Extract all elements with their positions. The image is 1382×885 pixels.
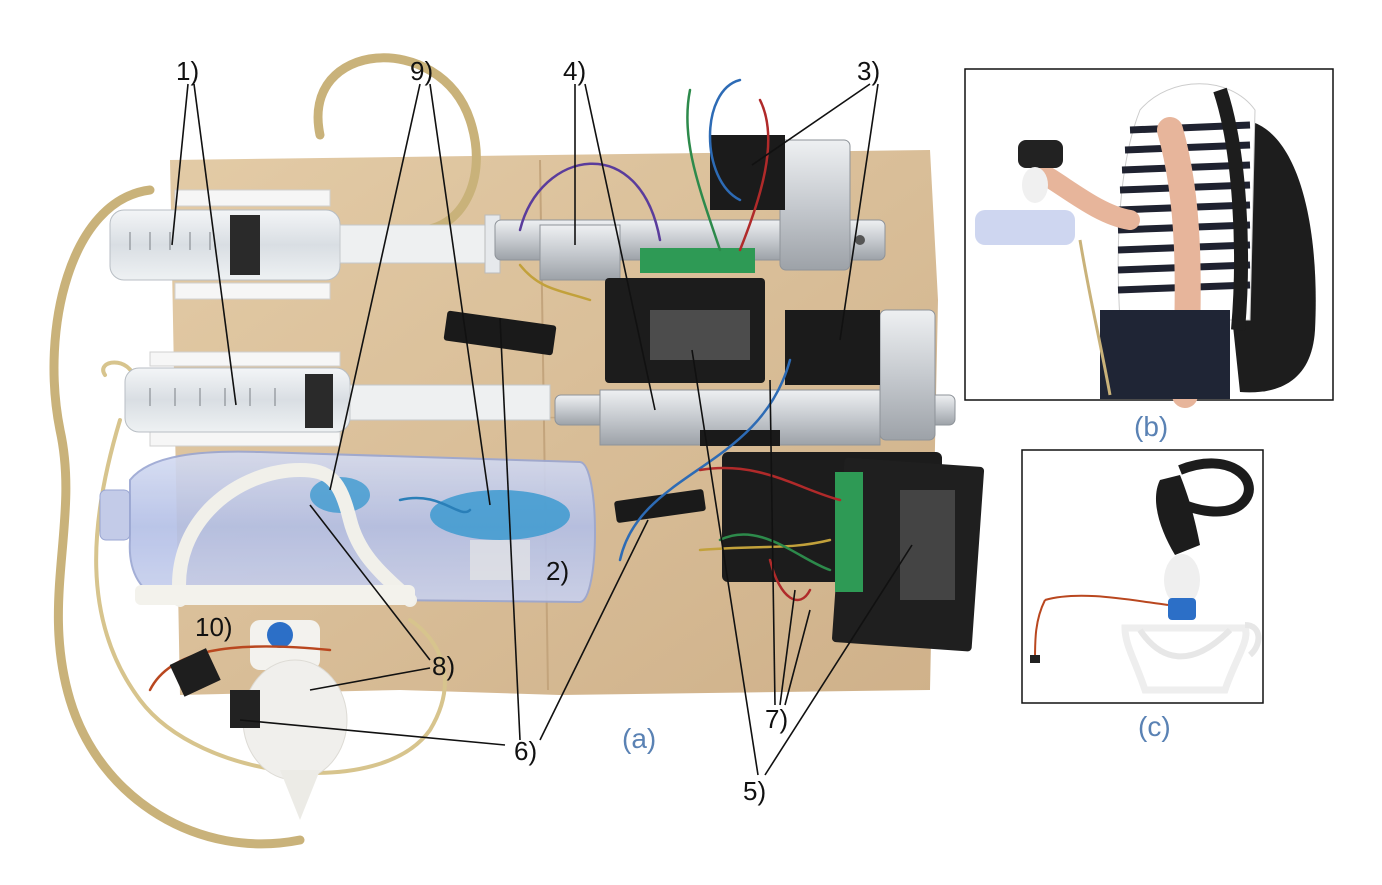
vr-controller-ring — [1172, 458, 1254, 517]
label-3: 3) — [857, 56, 880, 86]
panel-c-frame — [1021, 449, 1264, 704]
label-10: 10) — [195, 612, 233, 642]
tube-loop-left — [49, 185, 305, 849]
stepper-motor-bottom — [785, 310, 880, 385]
handheld-bottle — [975, 210, 1075, 245]
panel-label-b: (b) — [1134, 411, 1168, 442]
grip-attachment — [1121, 624, 1250, 694]
motor-driver-bottom — [722, 452, 985, 652]
stepper-motor-top — [710, 135, 785, 210]
pants — [1100, 310, 1230, 399]
label-5: 5) — [743, 776, 766, 806]
leader-lines — [171, 83, 913, 776]
grip-frame — [172, 462, 417, 607]
label-9: 9) — [410, 56, 433, 86]
label-7: 7) — [765, 704, 788, 734]
panel-b — [964, 68, 1334, 408]
grip-base — [135, 585, 415, 605]
panel-c — [1021, 449, 1264, 704]
motor-driver-top — [605, 248, 765, 383]
label-8: 8) — [432, 651, 455, 681]
controller-handle — [148, 620, 348, 820]
syringe-top — [109, 189, 501, 300]
tube-loop-lower — [94, 418, 447, 775]
syringe-middle — [124, 351, 551, 447]
vr-controller — [1155, 475, 1200, 555]
label-2: 2) — [546, 556, 569, 586]
label-6: 6) — [514, 736, 537, 766]
adapter — [1164, 554, 1200, 606]
linear-actuator-bottom — [554, 309, 956, 446]
panel-a-photo — [49, 53, 985, 849]
panel-label-c: (c) — [1138, 711, 1171, 742]
label-1: 1) — [176, 56, 199, 86]
microcontroller-board-2 — [614, 489, 706, 523]
tube-loop-top — [313, 53, 481, 235]
label-4: 4) — [563, 56, 586, 86]
panel-label-a: (a) — [622, 723, 656, 754]
handheld-controller — [1018, 140, 1063, 168]
linear-actuator-top — [494, 135, 886, 281]
